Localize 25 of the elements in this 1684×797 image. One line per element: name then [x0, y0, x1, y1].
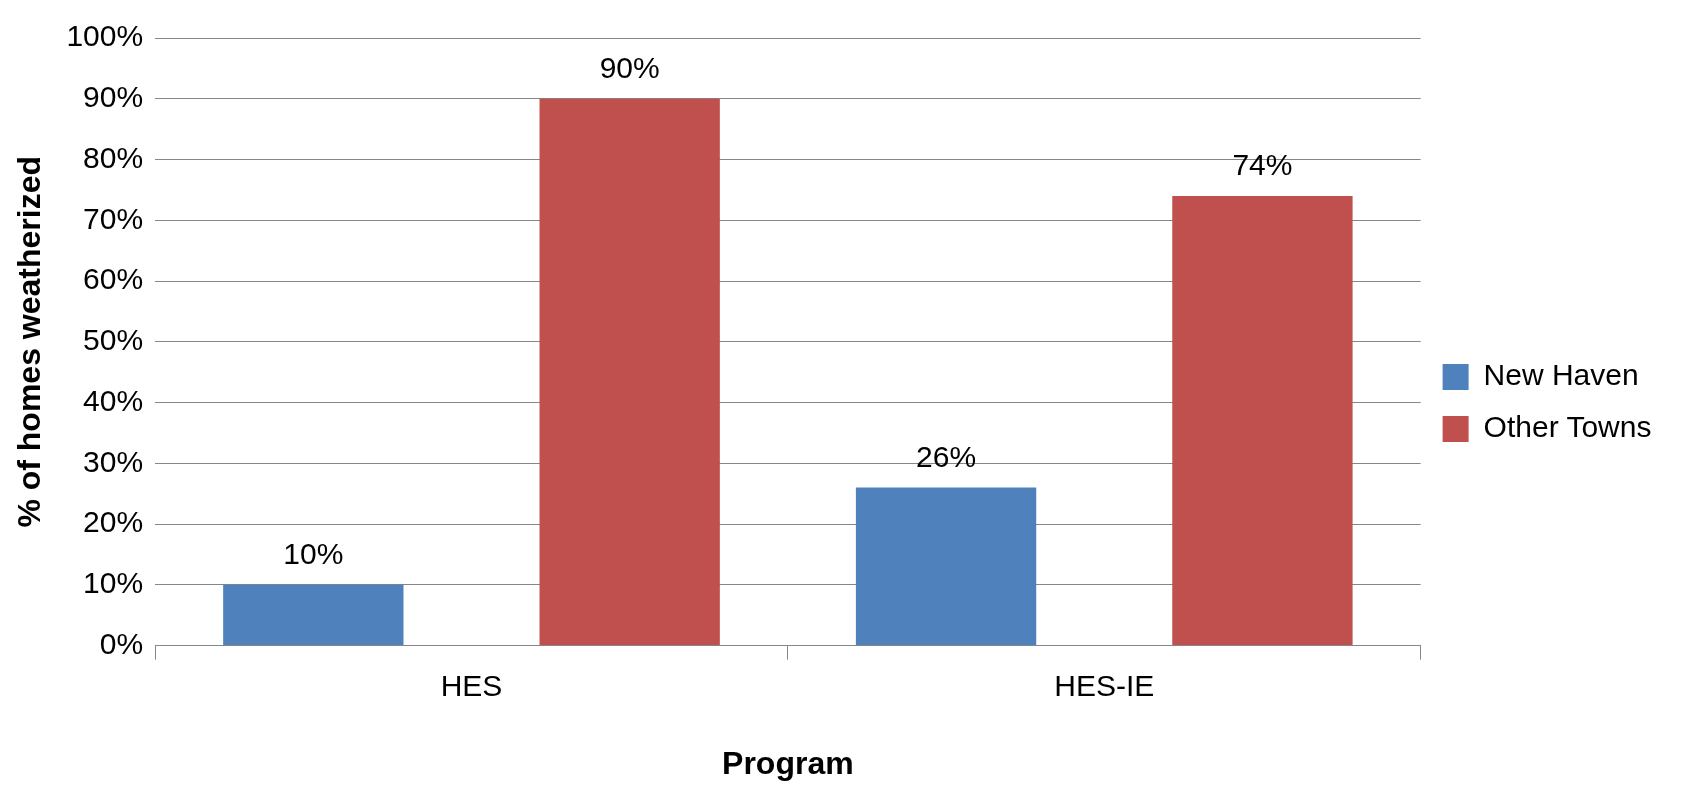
data-label: 74%	[1232, 148, 1293, 182]
bar	[855, 487, 1037, 646]
bar	[1172, 195, 1353, 646]
y-tick-label: 90%	[83, 80, 144, 114]
legend-label: New Haven	[1483, 358, 1639, 392]
y-tick-label: 10%	[83, 566, 144, 600]
y-tick-label: 60%	[83, 262, 144, 296]
y-tick-label: 20%	[83, 505, 144, 539]
y-tick-label: 100%	[66, 19, 144, 53]
y-tick-label: 40%	[83, 383, 144, 417]
data-label: 90%	[599, 51, 660, 85]
legend-label: Other Towns	[1483, 410, 1652, 444]
y-tick-label: 70%	[83, 201, 144, 235]
x-tick-label: HES	[440, 668, 503, 702]
data-label: 26%	[916, 439, 977, 473]
y-tick-label: 80%	[83, 140, 144, 174]
bar	[223, 584, 404, 646]
y-tick-label: 0%	[99, 626, 144, 660]
data-label: 10%	[283, 537, 344, 571]
y-tick-label: 50%	[83, 323, 144, 357]
x-tick-label: HES-IE	[1054, 668, 1155, 702]
y-tick-label: 30%	[83, 444, 144, 478]
y-axis-title: % of homes weatherized	[11, 155, 48, 528]
bar	[539, 98, 720, 646]
x-axis-title: Program	[722, 744, 854, 781]
